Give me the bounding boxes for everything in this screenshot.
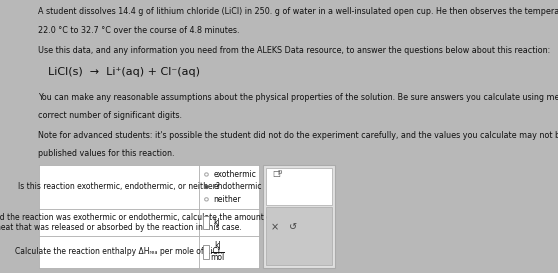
Bar <box>39 209 199 236</box>
Bar <box>199 165 259 209</box>
Text: Note for advanced students: it's possible the student did not do the experiment : Note for advanced students: it's possibl… <box>38 131 558 140</box>
Bar <box>203 216 209 229</box>
Text: mol: mol <box>210 253 225 262</box>
Bar <box>39 165 199 209</box>
Text: □: □ <box>272 169 280 178</box>
Text: Calculate the reaction enthalpy ΔHᵣₑₐ per mole of LiCl.: Calculate the reaction enthalpy ΔHᵣₑₐ pe… <box>15 247 223 256</box>
Text: Use this data, and any information you need from the ALEKS Data resource, to ans: Use this data, and any information you n… <box>38 46 550 55</box>
Circle shape <box>205 185 208 189</box>
Text: heat that was released or absorbed by the reaction in this case.: heat that was released or absorbed by th… <box>0 223 242 232</box>
Text: 22.0 °C to 32.7 °C over the course of 4.8 minutes.: 22.0 °C to 32.7 °C over the course of 4.… <box>38 26 239 35</box>
Text: LiCl(s)  →  Li⁺(aq) + Cl⁻(aq): LiCl(s) → Li⁺(aq) + Cl⁻(aq) <box>47 67 200 77</box>
Text: If you said the reaction was exothermic or endothermic, calculate the amount of: If you said the reaction was exothermic … <box>0 213 273 222</box>
Text: ×: × <box>271 222 279 232</box>
Bar <box>266 168 331 205</box>
Text: A student dissolves 14.4 g of lithium chloride (LiCl) in 250. g of water in a we: A student dissolves 14.4 g of lithium ch… <box>38 7 558 16</box>
Text: correct number of significant digits.: correct number of significant digits. <box>38 111 182 120</box>
Text: kJ: kJ <box>213 218 220 227</box>
Bar <box>39 236 199 268</box>
Bar <box>266 207 331 265</box>
Text: exothermic: exothermic <box>213 170 256 179</box>
Text: ↺: ↺ <box>289 222 297 232</box>
Bar <box>39 165 259 268</box>
Text: neither: neither <box>213 195 240 204</box>
Text: published values for this reaction.: published values for this reaction. <box>38 149 174 158</box>
Bar <box>199 236 259 268</box>
Text: p: p <box>278 169 282 175</box>
Bar <box>203 245 209 259</box>
Text: Is this reaction exothermic, endothermic, or neither?: Is this reaction exothermic, endothermic… <box>18 182 220 191</box>
Text: You can make any reasonable assumptions about the physical properties of the sol: You can make any reasonable assumptions … <box>38 93 558 102</box>
Text: kJ: kJ <box>214 241 221 250</box>
Text: endothermic: endothermic <box>213 182 262 191</box>
Bar <box>199 209 259 236</box>
Bar <box>263 165 335 268</box>
